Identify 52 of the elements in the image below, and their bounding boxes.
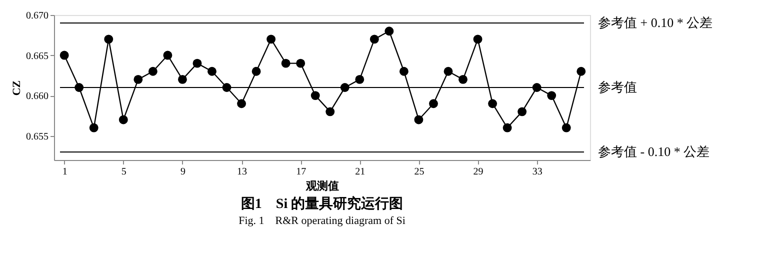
point xyxy=(370,34,379,44)
ref-line-label: 参考值 - 0.10 * 公差 xyxy=(598,144,710,159)
point xyxy=(444,66,453,76)
point xyxy=(547,91,556,100)
point xyxy=(384,26,394,36)
y-tick-label: 0.670 xyxy=(26,10,48,22)
point xyxy=(473,34,482,44)
x-tick-label: 9 xyxy=(180,166,186,178)
y-axis-title: CZ xyxy=(11,80,23,96)
point xyxy=(237,99,246,108)
point xyxy=(192,58,202,68)
point xyxy=(296,58,306,68)
ref-line-label: 参考值 xyxy=(598,80,637,94)
point xyxy=(89,123,98,132)
x-axis-title: 观测值 xyxy=(305,180,339,192)
point xyxy=(266,34,276,44)
x-tick-label: 25 xyxy=(414,166,424,178)
point xyxy=(399,66,408,76)
point xyxy=(458,74,468,84)
point xyxy=(104,34,114,44)
point xyxy=(414,115,424,124)
x-tick-label: 1 xyxy=(62,166,68,178)
ref-line-label: 参考值 + 0.10 * 公差 xyxy=(598,15,713,30)
point xyxy=(178,74,187,84)
y-tick-label: 0.660 xyxy=(26,91,48,102)
point xyxy=(60,50,69,60)
point xyxy=(429,99,438,108)
x-tick-label: 13 xyxy=(237,166,248,178)
x-tick-label: 17 xyxy=(296,166,306,178)
point xyxy=(502,123,512,132)
point xyxy=(310,91,320,100)
y-tick-label: 0.655 xyxy=(26,131,48,142)
point xyxy=(355,74,364,84)
x-tick-label: 5 xyxy=(121,166,126,178)
y-tick-label: 0.665 xyxy=(26,50,48,62)
point xyxy=(281,58,290,68)
point xyxy=(163,50,172,60)
point xyxy=(326,107,335,116)
point xyxy=(134,74,143,84)
x-tick-label: 33 xyxy=(532,166,542,178)
point xyxy=(252,66,261,76)
point xyxy=(118,115,128,124)
x-tick-label: 21 xyxy=(355,166,366,178)
point xyxy=(562,123,571,132)
x-tick-label: 29 xyxy=(473,166,484,178)
point xyxy=(576,66,586,76)
point xyxy=(488,99,498,108)
text: 图1 Si 的量具研究运行图 xyxy=(240,195,404,212)
text: Fig. 1 R&R operating diagram of Si xyxy=(238,215,406,227)
point xyxy=(518,107,527,116)
point xyxy=(208,66,216,76)
point xyxy=(148,66,158,76)
